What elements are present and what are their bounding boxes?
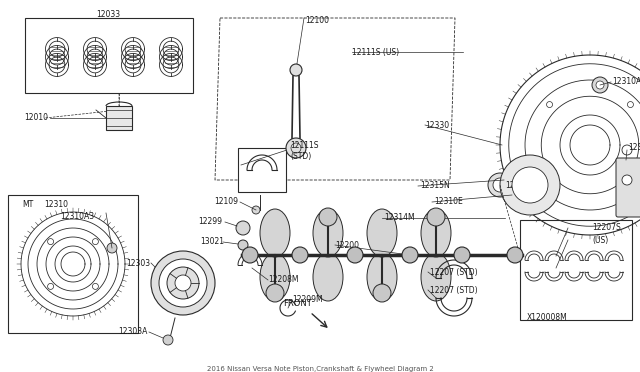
Text: 12207 (STD): 12207 (STD) — [430, 285, 477, 295]
Circle shape — [493, 178, 507, 192]
Circle shape — [512, 167, 548, 203]
Ellipse shape — [367, 209, 397, 257]
Circle shape — [627, 182, 634, 189]
Text: 12207S: 12207S — [592, 224, 621, 232]
Text: 12208M: 12208M — [268, 276, 298, 285]
Circle shape — [159, 259, 207, 307]
Ellipse shape — [367, 253, 397, 301]
Circle shape — [92, 283, 99, 289]
Circle shape — [290, 64, 302, 76]
Text: (US): (US) — [592, 235, 608, 244]
Circle shape — [547, 182, 552, 189]
Text: 12333: 12333 — [628, 144, 640, 153]
Text: 12109: 12109 — [214, 198, 238, 206]
Text: 12310A3: 12310A3 — [60, 212, 94, 221]
Circle shape — [292, 247, 308, 263]
Circle shape — [107, 243, 117, 253]
Circle shape — [151, 251, 215, 315]
Bar — [8, 195, 138, 333]
Bar — [238, 148, 286, 192]
Text: 12331: 12331 — [505, 182, 529, 190]
Ellipse shape — [313, 253, 343, 301]
Text: (STD): (STD) — [290, 153, 311, 161]
Bar — [520, 220, 632, 320]
Circle shape — [627, 102, 634, 108]
Circle shape — [507, 247, 523, 263]
Circle shape — [252, 206, 260, 214]
Circle shape — [622, 145, 632, 155]
Text: 12310A: 12310A — [612, 77, 640, 87]
Ellipse shape — [421, 253, 451, 301]
Circle shape — [266, 284, 284, 302]
Text: FRONT: FRONT — [284, 299, 312, 308]
Circle shape — [454, 247, 470, 263]
Ellipse shape — [260, 209, 290, 257]
Circle shape — [238, 240, 248, 250]
Text: 12310: 12310 — [44, 200, 68, 209]
Circle shape — [427, 208, 445, 226]
Circle shape — [488, 173, 512, 197]
Text: 2016 Nissan Versa Note Piston,Crankshaft & Flywheel Diagram 2: 2016 Nissan Versa Note Piston,Crankshaft… — [207, 366, 433, 372]
Text: 12111S (US): 12111S (US) — [352, 48, 399, 57]
Circle shape — [622, 175, 632, 185]
Text: 12299: 12299 — [198, 218, 222, 227]
FancyBboxPatch shape — [616, 158, 640, 217]
Circle shape — [175, 275, 191, 291]
Bar — [25, 18, 193, 93]
Circle shape — [47, 238, 54, 245]
Circle shape — [242, 247, 258, 263]
Circle shape — [592, 77, 608, 93]
Text: 12303: 12303 — [126, 259, 150, 267]
Text: 12033: 12033 — [96, 10, 120, 19]
Text: 12315N: 12315N — [420, 182, 450, 190]
Circle shape — [167, 267, 199, 299]
Circle shape — [286, 138, 306, 158]
Ellipse shape — [421, 209, 451, 257]
Text: 12209M: 12209M — [292, 295, 323, 305]
Circle shape — [347, 247, 363, 263]
Circle shape — [402, 247, 418, 263]
Circle shape — [163, 335, 173, 345]
Text: 12303A: 12303A — [118, 327, 148, 337]
Text: 12310E: 12310E — [434, 198, 463, 206]
Text: MT: MT — [22, 200, 33, 209]
Text: 12314M: 12314M — [384, 214, 415, 222]
Text: 12111S: 12111S — [290, 141, 319, 150]
Circle shape — [319, 208, 337, 226]
Text: 12330: 12330 — [425, 121, 449, 129]
Circle shape — [92, 238, 99, 245]
Circle shape — [596, 81, 604, 89]
Text: 12207 (STD): 12207 (STD) — [430, 267, 477, 276]
Text: 12010: 12010 — [24, 113, 48, 122]
Ellipse shape — [260, 253, 290, 301]
Text: X120008M: X120008M — [527, 314, 568, 323]
Text: 12200: 12200 — [335, 241, 359, 250]
Circle shape — [547, 102, 552, 108]
Circle shape — [500, 155, 560, 215]
Bar — [106, 106, 132, 130]
Ellipse shape — [313, 209, 343, 257]
Circle shape — [373, 284, 391, 302]
Circle shape — [236, 221, 250, 235]
Text: 12100: 12100 — [305, 16, 329, 25]
Text: 13021: 13021 — [200, 237, 224, 247]
Circle shape — [47, 283, 54, 289]
